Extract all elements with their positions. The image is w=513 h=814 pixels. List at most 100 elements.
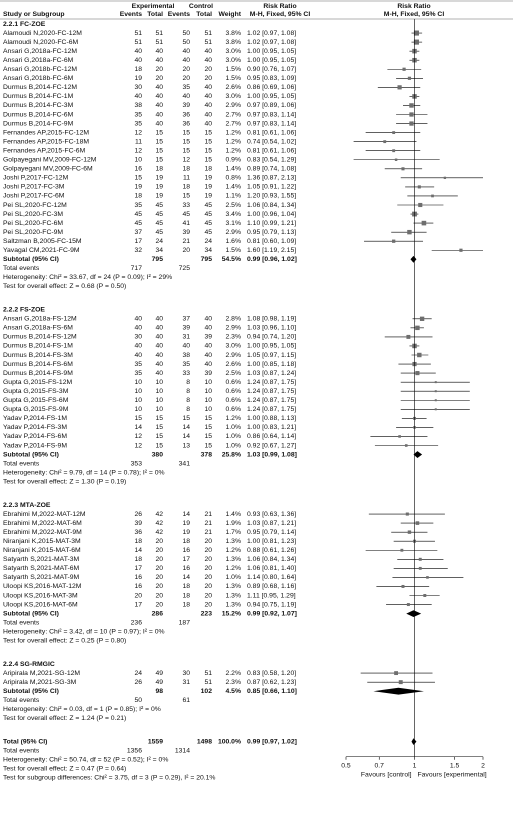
study-square (418, 202, 423, 208)
risk-ratio: 1.02 [0.97, 1.08] (247, 30, 296, 37)
risk-ratio: 1.00 [0.96, 1.04] (247, 211, 296, 218)
weight: 1.3% (226, 601, 242, 608)
ctrl-events: 18 (182, 583, 190, 590)
weight: 1.1% (226, 193, 242, 200)
ctrl-events: 8 (186, 388, 190, 395)
ctrl-events: 40 (182, 343, 190, 350)
exp-events: 32 (134, 247, 142, 254)
risk-ratio: 1.03 [0.87, 1.21] (247, 520, 296, 527)
events-exp: 236 (131, 619, 143, 626)
risk-ratio: 0.81 [0.60, 1.09] (247, 238, 296, 245)
study-name: Ebrahimi M,2022-MAT-6M (3, 520, 82, 527)
header-method: M-H, Fixed, 95% CI (250, 11, 311, 18)
weight: 1.2% (226, 129, 242, 136)
ctrl-total: 15 (204, 138, 212, 145)
study-square (406, 334, 411, 339)
study-name: Gupta G,2015-FS-9M (3, 406, 69, 413)
study-name: Durmus B,2014-FC-6M (3, 111, 74, 118)
exp-events: 40 (134, 316, 142, 323)
ctrl-events: 18 (182, 184, 190, 191)
weight: 1.2% (226, 415, 242, 422)
risk-ratio: 1.00 [0.83, 1.21] (247, 424, 296, 431)
ctrl-total: 51 (204, 679, 212, 686)
ctrl-total: 10 (204, 406, 212, 413)
study-name: Durmus B,2014-FS-6M (3, 361, 73, 368)
study-name: Ansari G,2018a-FS-6M (3, 325, 73, 332)
exp-events: 12 (134, 129, 142, 136)
exp-total: 49 (155, 679, 163, 686)
ctrl-events: 16 (182, 547, 190, 554)
ctrl-events: 8 (186, 406, 190, 413)
summary-exp-total: 795 (152, 256, 164, 263)
exp-events: 36 (134, 529, 142, 536)
weight: 2.5% (226, 202, 242, 209)
risk-ratio: 0.94 [0.75, 1.19] (247, 601, 296, 608)
diamond (406, 610, 422, 617)
exp-total: 40 (155, 120, 163, 127)
events-ctrl: 341 (179, 460, 191, 467)
exp-total: 40 (155, 352, 163, 359)
ctrl-total: 10 (204, 397, 212, 404)
exp-events: 18 (134, 556, 142, 563)
summary-label: Subtotal (95% CI) (3, 688, 59, 695)
risk-ratio: 1.00 [0.95, 1.05] (247, 93, 296, 100)
weight: 2.5% (226, 370, 242, 377)
risk-ratio: 1.08 [0.98, 1.19] (247, 316, 296, 323)
exp-events: 10 (134, 406, 142, 413)
risk-ratio: 1.03 [0.96, 1.10] (247, 325, 296, 332)
ctrl-total: 40 (204, 102, 212, 109)
risk-ratio: 0.93 [0.63, 1.36] (247, 511, 296, 518)
risk-ratio: 1.00 [0.95, 1.05] (247, 57, 296, 64)
weight: 1.0% (226, 433, 242, 440)
exp-events: 15 (134, 175, 142, 182)
exp-total: 40 (155, 48, 163, 55)
ctrl-total: 18 (204, 166, 212, 173)
ctrl-total: 20 (204, 601, 212, 608)
study-name: Durmus B,2014-FC-12M (3, 84, 77, 91)
summary-rr: 0.99 [0.97, 1.02] (247, 738, 297, 745)
diamond (411, 738, 417, 746)
exp-events: 12 (134, 433, 142, 440)
exp-events: 40 (134, 325, 142, 332)
events-label: Total events (3, 460, 40, 467)
study-name: Niranjani K,2015-MAT-3M (3, 538, 81, 545)
weight: 2.6% (226, 361, 242, 368)
study-square (394, 158, 398, 161)
weight: 1.2% (226, 547, 242, 554)
exp-total: 20 (155, 592, 163, 599)
risk-ratio: 0.81 [0.61, 1.06] (247, 129, 296, 136)
weight: 2.9% (226, 352, 242, 359)
weight: 1.0% (226, 442, 242, 449)
summary-label: Subtotal (95% CI) (3, 451, 59, 458)
ctrl-events: 18 (182, 601, 190, 608)
study-name: Ansari G,2018b-FC-12M (3, 66, 77, 73)
ctrl-total: 40 (204, 325, 212, 332)
exp-events: 30 (134, 334, 142, 341)
study-name: Uloopi KS,2016-MAT-6M (3, 601, 78, 608)
study-name: Durmus B,2014-FS-1M (3, 343, 73, 350)
study-name: Ansari G,2018a-FC-6M (3, 57, 74, 64)
risk-ratio: 1.03 [0.87, 1.24] (247, 370, 296, 377)
group-title: 2.2.1 FC-ZOE (3, 21, 46, 28)
ctrl-events: 18 (182, 166, 190, 173)
ctrl-events: 14 (182, 433, 190, 440)
ctrl-total: 24 (204, 238, 212, 245)
summary-ctrl-total: 102 (201, 688, 213, 695)
exp-total: 40 (155, 370, 163, 377)
ctrl-events: 36 (182, 120, 190, 127)
risk-ratio: 0.97 [0.83, 1.14] (247, 111, 296, 118)
study-square (409, 112, 414, 117)
ctrl-events: 19 (182, 520, 190, 527)
weight: 1.5% (226, 66, 242, 73)
exp-total: 40 (155, 361, 163, 368)
risk-ratio: 1.60 [1.19, 2.15] (247, 247, 296, 254)
risk-ratio: 1.06 [0.81, 1.40] (247, 565, 296, 572)
study-name: Yadav P,2014-FS-3M (3, 424, 67, 431)
events-exp: 353 (131, 460, 143, 467)
exp-events: 40 (134, 93, 142, 100)
study-square (415, 371, 420, 376)
risk-ratio: 1.00 [0.88, 1.13] (247, 415, 296, 422)
ctrl-events: 21 (182, 238, 190, 245)
summary-rr: 1.03 [0.99, 1.08] (247, 451, 297, 458)
ctrl-events: 39 (182, 229, 190, 236)
